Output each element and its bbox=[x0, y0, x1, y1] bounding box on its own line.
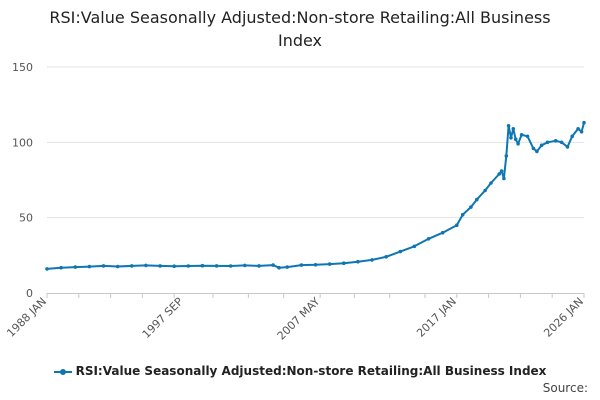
data-point bbox=[539, 143, 544, 148]
data-point bbox=[576, 127, 580, 131]
data-point bbox=[59, 265, 63, 270]
x-tick-label: 2026 JAN bbox=[541, 295, 586, 340]
data-point bbox=[509, 136, 513, 140]
x-tick-label: 2007 MAY bbox=[275, 295, 323, 343]
data-point bbox=[460, 212, 465, 217]
data-point bbox=[144, 263, 148, 268]
legend-swatch-icon bbox=[53, 368, 72, 375]
data-point bbox=[214, 264, 219, 268]
y-tick-label: 100 bbox=[12, 136, 33, 149]
data-point bbox=[313, 263, 318, 267]
data-point bbox=[186, 264, 191, 268]
gridlines bbox=[47, 66, 584, 219]
data-point bbox=[559, 140, 564, 145]
data-point bbox=[511, 127, 516, 131]
data-point bbox=[257, 264, 261, 268]
x-axis-ticks: 1988 JAN 1997 SEP 2007 MAY 2017 JAN 2026 JAN bbox=[4, 295, 586, 343]
x-tick-label: 1988 JAN bbox=[4, 295, 49, 340]
data-point bbox=[299, 263, 304, 267]
data-point bbox=[579, 130, 584, 134]
data-point bbox=[45, 267, 49, 271]
data-point bbox=[87, 264, 92, 269]
data-point bbox=[506, 124, 511, 128]
data-point bbox=[327, 262, 332, 266]
data-point bbox=[158, 264, 162, 268]
data-point bbox=[115, 264, 120, 269]
data-point bbox=[499, 169, 504, 173]
x-tick-label: 1997 SEP bbox=[140, 295, 186, 341]
data-point bbox=[570, 134, 574, 139]
legend[interactable]: RSI:Value Seasonally Adjusted:Non-store … bbox=[0, 364, 600, 378]
data-point bbox=[545, 140, 550, 145]
data-point bbox=[101, 264, 106, 268]
data-point bbox=[469, 205, 473, 209]
series-layer bbox=[45, 120, 586, 271]
data-point bbox=[504, 154, 509, 158]
data-point bbox=[277, 265, 281, 270]
data-point bbox=[384, 254, 389, 259]
data-point bbox=[455, 223, 459, 227]
data-point bbox=[497, 172, 502, 176]
data-point bbox=[172, 264, 176, 269]
data-point bbox=[130, 264, 134, 268]
data-point bbox=[565, 145, 570, 149]
data-point bbox=[440, 230, 445, 235]
data-point bbox=[342, 261, 346, 266]
data-point bbox=[285, 265, 290, 269]
data-point bbox=[519, 133, 524, 137]
data-point bbox=[483, 188, 487, 193]
y-tick-label: 0 bbox=[26, 287, 33, 300]
y-tick-label: 150 bbox=[12, 61, 33, 74]
data-point bbox=[475, 197, 479, 202]
y-tick-label: 50 bbox=[19, 212, 33, 225]
legend-label: RSI:Value Seasonally Adjusted:Non-store … bbox=[75, 364, 547, 378]
data-point bbox=[73, 265, 78, 269]
data-point bbox=[271, 263, 275, 267]
data-point bbox=[516, 142, 520, 146]
data-point bbox=[398, 249, 403, 254]
data-point bbox=[370, 258, 374, 262]
data-point bbox=[200, 263, 205, 268]
axes bbox=[46, 293, 585, 298]
data-point bbox=[412, 244, 417, 249]
x-tick-label: 2017 JAN bbox=[414, 295, 459, 340]
data-point bbox=[489, 181, 493, 185]
data-point bbox=[228, 264, 233, 268]
data-point bbox=[426, 237, 431, 241]
data-point bbox=[513, 137, 518, 142]
chart-title: RSI:Value Seasonally Adjusted:Non-store … bbox=[49, 8, 551, 50]
data-point bbox=[531, 146, 536, 151]
series-line bbox=[46, 122, 585, 270]
data-point bbox=[535, 149, 539, 154]
data-point bbox=[356, 259, 360, 264]
data-point bbox=[525, 134, 530, 139]
data-point bbox=[582, 120, 586, 125]
y-axis-ticks: 0 50 100 150 bbox=[12, 61, 33, 300]
data-point bbox=[553, 139, 558, 143]
source-label: Source: bbox=[542, 381, 588, 395]
data-point bbox=[243, 263, 247, 268]
data-point bbox=[502, 176, 506, 181]
